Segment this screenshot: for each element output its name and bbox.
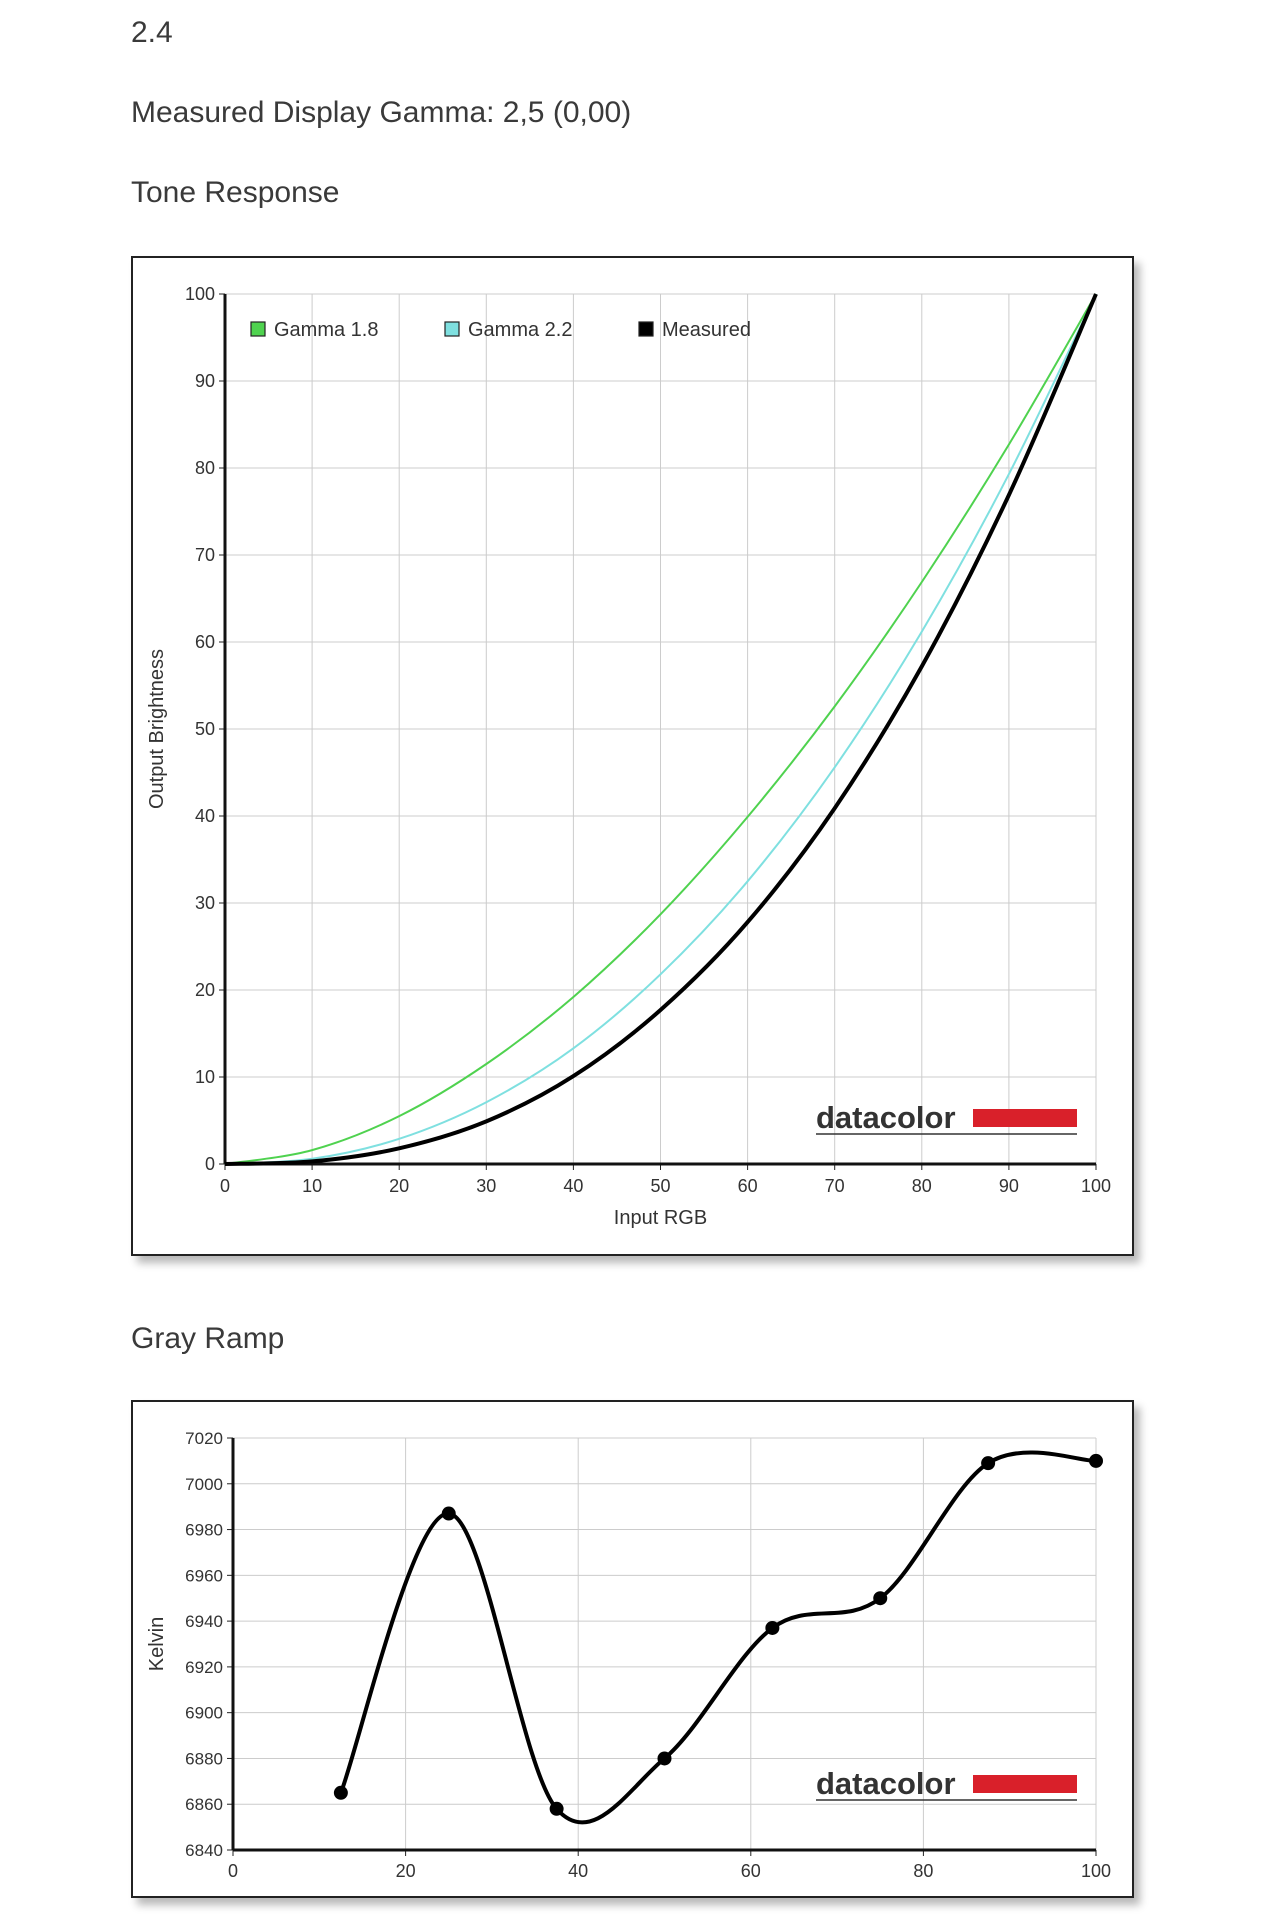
- x-tick-label: 70: [825, 1176, 845, 1196]
- datacolor-logo-bar: [973, 1109, 1077, 1127]
- y-tick-label: 70: [195, 545, 215, 565]
- gray-ramp-heading: Gray Ramp: [131, 1322, 285, 1355]
- x-axis-title: Input RGB: [618, 1893, 711, 1896]
- tone-response-chart-frame: 0 10 20 30 40 50 60 70 80 90 100 0 10 20 30 40 50 60 70 80 9…: [131, 256, 1134, 1256]
- legend-swatch: [250, 321, 266, 337]
- x-tick-label: 0: [220, 1176, 230, 1196]
- series-line-measured: [224, 293, 1098, 1166]
- datacolor-logo-text: datacolor: [816, 1100, 956, 1135]
- y-tick-label: 50: [195, 719, 215, 739]
- x-tick-label: 100: [1081, 1861, 1111, 1881]
- legend-label: Measured: [662, 319, 751, 341]
- datacolor-logo-bar: [973, 1775, 1077, 1793]
- kelvin-data-point: [765, 1620, 780, 1635]
- y-tick-label: 80: [195, 458, 215, 478]
- y-tick-label: 6900: [185, 1704, 223, 1723]
- x-tick-label: 20: [389, 1176, 409, 1196]
- kelvin-data-point: [981, 1456, 996, 1471]
- y-tick-label: 10: [195, 1067, 215, 1087]
- x-tick-label: 10: [302, 1176, 322, 1196]
- gray-ramp-chart: 0 20 40 60 80 100 6840 6860 6880 6900 6920 6940 6960…: [146, 1429, 1111, 1896]
- y-tick-label: 6880: [185, 1749, 223, 1768]
- y-axis-title: Kelvin: [146, 1617, 168, 1671]
- section-number: 2.4: [131, 16, 173, 49]
- y-tick-label: 100: [185, 284, 215, 304]
- series-line-gamma-1-8: [224, 293, 1097, 1165]
- kelvin-series-line: [339, 1450, 1097, 1825]
- x-tick-label: 30: [476, 1176, 496, 1196]
- x-tick-label: 60: [741, 1861, 761, 1881]
- x-tick-label: 80: [912, 1176, 932, 1196]
- x-tick-label: 40: [563, 1176, 583, 1196]
- legend-swatch: [444, 321, 460, 337]
- y-tick-label: 60: [195, 632, 215, 652]
- y-tick-label: 30: [195, 893, 215, 913]
- x-tick-label: 20: [396, 1861, 416, 1881]
- kelvin-data-point: [657, 1751, 672, 1766]
- y-tick-label: 6920: [185, 1658, 223, 1677]
- x-tick-label: 90: [999, 1176, 1019, 1196]
- kelvin-data-point: [441, 1506, 456, 1521]
- legend-swatch: [638, 321, 654, 337]
- y-tick-label: 7020: [185, 1429, 223, 1448]
- x-axis-title: Input RGB: [614, 1207, 707, 1229]
- y-tick-label: 20: [195, 980, 215, 1000]
- kelvin-data-point: [333, 1785, 348, 1800]
- y-tick-label: 6960: [185, 1566, 223, 1585]
- kelvin-data-point: [1089, 1453, 1103, 1468]
- x-tick-label: 40: [568, 1861, 588, 1881]
- y-tick-label: 7000: [185, 1475, 223, 1494]
- tone-response-chart: 0 10 20 30 40 50 60 70 80 90 100 0 10 20 30 40 50 60 70 80 9…: [146, 284, 1111, 1229]
- gray-ramp-chart-frame: 0 20 40 60 80 100 6840 6860 6880 6900 6920 6940 6960…: [131, 1400, 1134, 1898]
- y-tick-label: 0: [205, 1154, 215, 1174]
- x-tick-label: 100: [1081, 1176, 1111, 1196]
- tone-response-heading: Tone Response: [131, 176, 340, 209]
- x-tick-label: 80: [913, 1861, 933, 1881]
- legend-label: Gamma 1.8: [274, 319, 378, 341]
- x-tick-label: 0: [228, 1861, 238, 1881]
- measured-gamma-heading: Measured Display Gamma: 2,5 (0,00): [131, 96, 632, 129]
- y-axis-title: Output Brightness: [146, 649, 168, 809]
- y-tick-label: 90: [195, 371, 215, 391]
- y-tick-label: 6860: [185, 1795, 223, 1814]
- series-line-gamma-2-2: [224, 293, 1097, 1165]
- kelvin-data-point: [873, 1591, 888, 1606]
- y-tick-label: 6980: [185, 1521, 223, 1540]
- x-tick-label: 50: [650, 1176, 670, 1196]
- datacolor-logo-text: datacolor: [816, 1766, 956, 1801]
- y-tick-label: 40: [195, 806, 215, 826]
- kelvin-data-point: [549, 1801, 564, 1816]
- y-tick-label: 6840: [185, 1841, 223, 1860]
- y-tick-label: 6940: [185, 1612, 223, 1631]
- legend-label: Gamma 2.2: [468, 319, 572, 341]
- x-tick-label: 60: [738, 1176, 758, 1196]
